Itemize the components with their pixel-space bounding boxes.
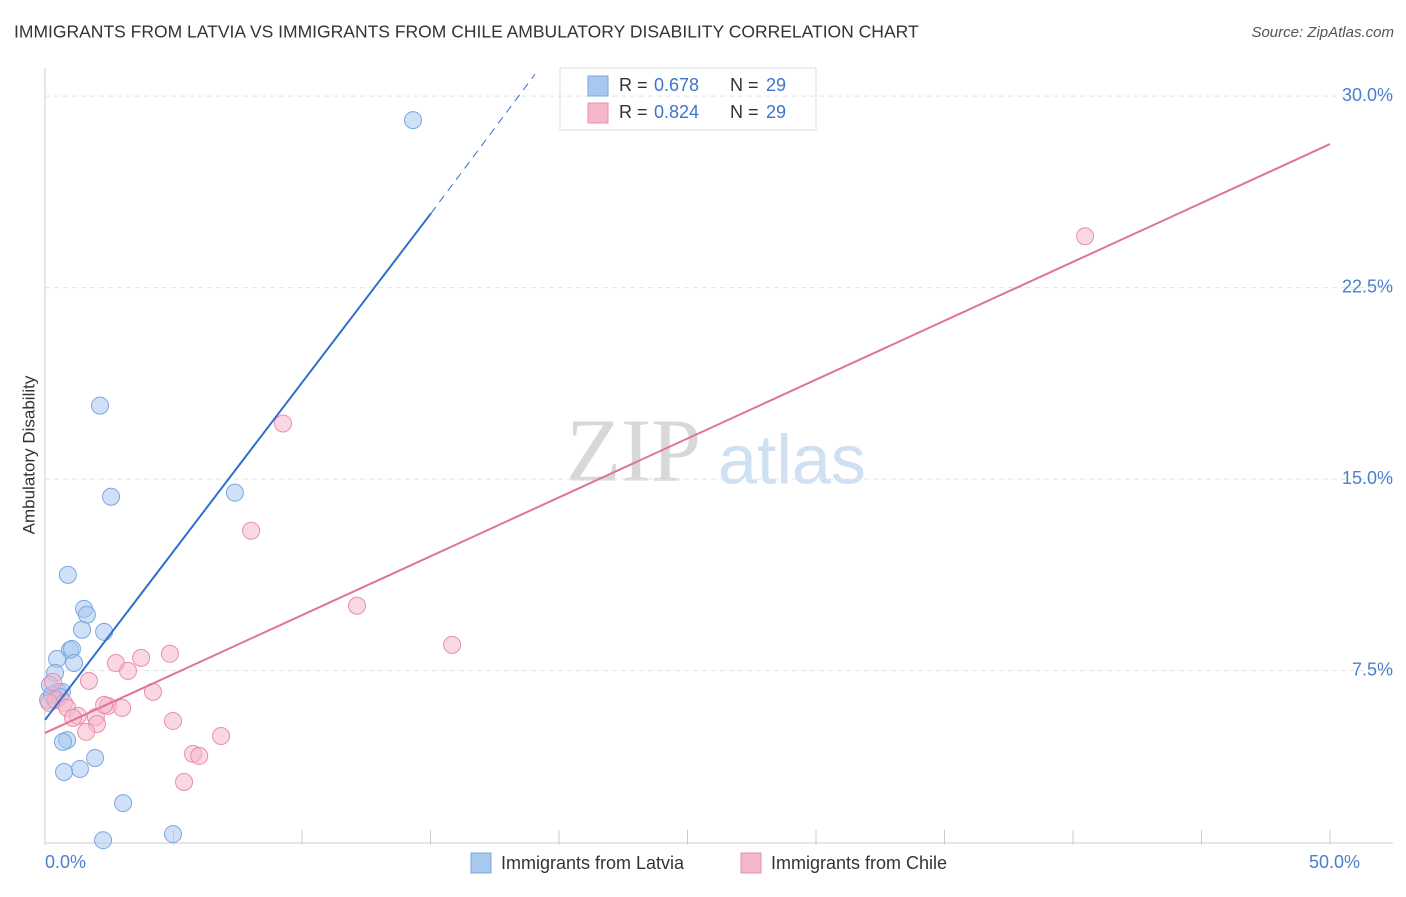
- legend-n-label: N =: [730, 102, 759, 122]
- trend-line: [44, 143, 1331, 734]
- point: [102, 487, 121, 506]
- point: [40, 693, 59, 712]
- point: [163, 711, 182, 730]
- point: [132, 648, 151, 667]
- watermark: atlas: [718, 420, 866, 498]
- y-tick-label: 30.0%: [1342, 85, 1393, 105]
- point: [273, 414, 292, 433]
- legend-n-value: 29: [766, 102, 786, 122]
- point: [58, 565, 77, 584]
- point: [212, 727, 231, 746]
- source: Source: ZipAtlas.com: [1251, 24, 1394, 41]
- point: [1076, 227, 1095, 246]
- legend-r-label: R =: [619, 75, 648, 95]
- point: [94, 831, 113, 850]
- point: [242, 521, 261, 540]
- point: [163, 825, 182, 844]
- legend-n-label: N =: [730, 75, 759, 95]
- y-tick-label: 15.0%: [1342, 468, 1393, 488]
- x-tick-label: 50.0%: [1309, 852, 1360, 872]
- point: [95, 622, 114, 641]
- point: [90, 396, 109, 415]
- point: [190, 746, 209, 765]
- point: [86, 748, 105, 767]
- point: [73, 620, 92, 639]
- x-tick-label: 0.0%: [45, 852, 86, 872]
- point: [70, 759, 89, 778]
- y-tick-label: 22.5%: [1342, 276, 1393, 296]
- point: [175, 772, 194, 791]
- legend-n-value: 29: [766, 75, 786, 95]
- y-tick-label: 7.5%: [1352, 659, 1393, 679]
- point: [347, 596, 366, 615]
- point: [113, 698, 132, 717]
- legend-r-label: R =: [619, 102, 648, 122]
- point: [79, 671, 98, 690]
- point: [119, 661, 138, 680]
- legend-label: Immigrants from Latvia: [501, 853, 685, 873]
- point: [77, 722, 96, 741]
- legend-r-value: 0.678: [654, 75, 699, 95]
- point: [114, 794, 133, 813]
- legend-swatch: [587, 102, 609, 124]
- point: [160, 644, 179, 663]
- point: [404, 111, 423, 130]
- trend-line: [44, 212, 432, 721]
- point: [443, 635, 462, 654]
- y-axis-label: Ambulatory Disability: [19, 375, 38, 534]
- point: [225, 483, 244, 502]
- point: [53, 732, 72, 751]
- chart-title: IMMIGRANTS FROM LATVIA VS IMMIGRANTS FRO…: [14, 22, 919, 42]
- legend-swatch: [587, 75, 609, 97]
- point: [55, 763, 74, 782]
- legend-r-value: 0.824: [654, 102, 699, 122]
- point: [65, 653, 84, 672]
- trend-line: [430, 73, 536, 214]
- legend-swatch: [470, 852, 492, 874]
- point: [77, 605, 96, 624]
- point: [43, 672, 62, 691]
- legend-label: Immigrants from Chile: [771, 853, 947, 873]
- legend-swatch: [740, 852, 762, 874]
